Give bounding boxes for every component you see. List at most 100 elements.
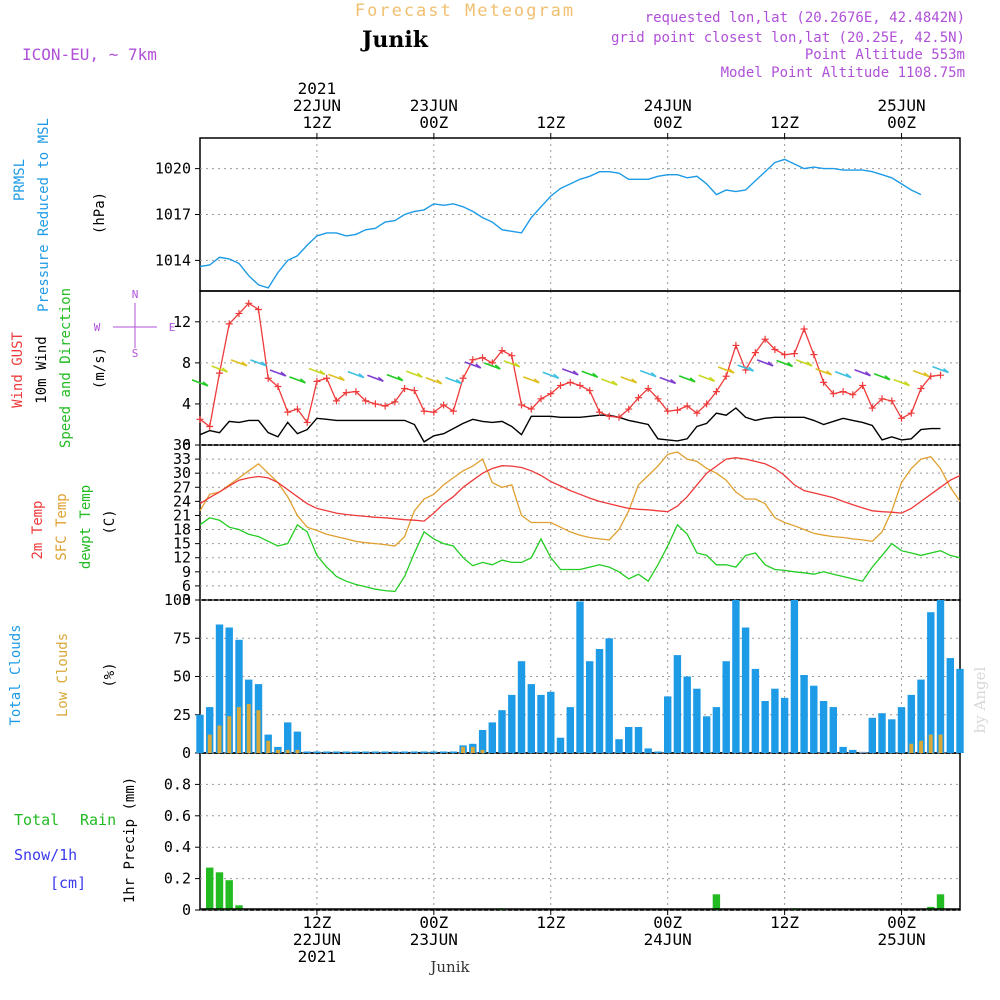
- total-cloud-bar: [225, 627, 233, 753]
- total-cloud-bar: [605, 638, 613, 754]
- wind-direction-arrow: [425, 377, 443, 385]
- gust-marker: [566, 378, 574, 386]
- gust-marker: [440, 401, 448, 409]
- total-cloud-bar: [771, 688, 779, 753]
- sfc-temp-line: [199, 451, 961, 547]
- gust-marker: [615, 413, 623, 421]
- total-cloud-bar: [829, 707, 837, 753]
- wind-direction-arrow: [542, 371, 560, 379]
- rain-bar: [712, 894, 721, 910]
- bottom-time-label: 12Z: [302, 913, 331, 932]
- gust-marker: [576, 381, 584, 389]
- gust-marker: [303, 418, 311, 426]
- bottom-time-label: 00Z: [887, 913, 916, 932]
- total-cloud-bar: [420, 751, 428, 753]
- bottom-time-label: 23JUN: [410, 930, 458, 949]
- precip-tick-label: 0.2: [164, 870, 191, 888]
- total-cloud-bar: [498, 710, 506, 753]
- total-cloud-bar: [849, 749, 857, 753]
- rain-bar: [215, 872, 224, 910]
- total-cloud-bar: [810, 685, 818, 753]
- total-cloud-bar: [741, 627, 750, 753]
- wind-direction-arrow: [484, 362, 501, 370]
- gust-marker: [430, 408, 438, 416]
- total-cloud-bar: [819, 701, 828, 753]
- gust-marker: [878, 395, 886, 403]
- gust-marker: [849, 391, 857, 399]
- total-cloud-bar: [527, 684, 535, 753]
- top-time-label: 12Z: [302, 113, 331, 132]
- gust-marker: [459, 374, 467, 382]
- total-cloud-bar: [683, 676, 691, 753]
- requested-coords: requested lon,lat (20.2676E, 42.4842N): [645, 10, 965, 26]
- rain-bar: [936, 894, 945, 910]
- gust-marker: [693, 409, 701, 417]
- gust-marker: [420, 407, 428, 415]
- wind-direction-arrow: [464, 361, 482, 369]
- gust-marker: [352, 388, 360, 396]
- pressure-line: [199, 158, 922, 289]
- total-cloud-bar: [956, 668, 964, 753]
- temp-unit: (C): [102, 509, 118, 534]
- gust-marker: [410, 387, 418, 395]
- precip-label-rain: Rain: [80, 811, 116, 829]
- gust-marker: [225, 320, 233, 328]
- total-cloud-bar: [654, 751, 662, 753]
- wind-direction-arrow: [912, 369, 930, 378]
- gust-marker: [820, 378, 828, 386]
- wind-labels: Wind GUST 10m Wind Speed and Direction (…: [10, 288, 175, 448]
- wind-compass: N S W E: [94, 288, 176, 360]
- wind-tick-label: 8: [182, 354, 191, 372]
- low-cloud-bar: [266, 740, 271, 753]
- gust-marker: [547, 390, 555, 398]
- total-cloud-bar: [332, 751, 341, 753]
- top-time-label: 2021: [298, 79, 337, 98]
- low-cloud-bar: [480, 749, 485, 753]
- gust-marker: [625, 405, 633, 413]
- temp-tick-label: 21: [173, 506, 191, 524]
- gust-marker: [634, 394, 642, 402]
- low-cloud-bar: [207, 734, 212, 753]
- total-cloud-bar: [439, 751, 448, 753]
- precip-label-cm: [cm]: [50, 874, 86, 892]
- temp-tick-label: 27: [173, 478, 191, 496]
- total-cloud-bar: [693, 688, 701, 753]
- low-cloud-bar: [909, 743, 914, 753]
- gust-marker: [917, 385, 925, 393]
- clouds-tick-label: 50: [173, 668, 191, 686]
- total-cloud-bar: [586, 661, 594, 753]
- compass-s: S: [132, 347, 139, 360]
- wind-direction-arrow: [639, 369, 657, 378]
- total-cloud-bar: [537, 694, 545, 753]
- wind-direction-arrow: [620, 376, 638, 384]
- gust-marker: [586, 387, 594, 395]
- total-cloud-bar: [858, 751, 867, 753]
- temp-tick-label: 9: [182, 563, 191, 581]
- low-cloud-bar: [276, 749, 280, 753]
- temp-tick-label: 12: [173, 549, 191, 567]
- total-cloud-bar: [293, 731, 302, 753]
- total-cloud-bar: [196, 714, 204, 754]
- total-cloud-bar: [790, 600, 799, 753]
- rain-bar: [225, 880, 233, 910]
- total-cloud-bar: [430, 751, 438, 753]
- low-cloud-bar: [285, 749, 290, 753]
- total-cloud-bar: [946, 658, 954, 753]
- top-time-label: 24JUN: [644, 96, 692, 115]
- wind-direction-arrow: [230, 359, 248, 367]
- gust-marker: [254, 305, 262, 313]
- wind-direction-arrow: [795, 359, 813, 367]
- wind-direction-arrow: [932, 365, 950, 374]
- gust-marker: [206, 423, 214, 431]
- top-time-label: 00Z: [887, 113, 916, 132]
- gust-marker: [644, 385, 652, 393]
- low-cloud-bar: [246, 704, 251, 753]
- top-time-label: 00Z: [419, 113, 448, 132]
- gust-marker: [245, 299, 253, 307]
- total-cloud-bar: [206, 707, 214, 753]
- total-cloud-bar: [566, 707, 574, 753]
- total-cloud-bar: [449, 751, 457, 753]
- total-cloud-bar: [595, 649, 604, 753]
- gust-marker: [323, 374, 331, 382]
- wind-direction-arrow: [386, 373, 404, 382]
